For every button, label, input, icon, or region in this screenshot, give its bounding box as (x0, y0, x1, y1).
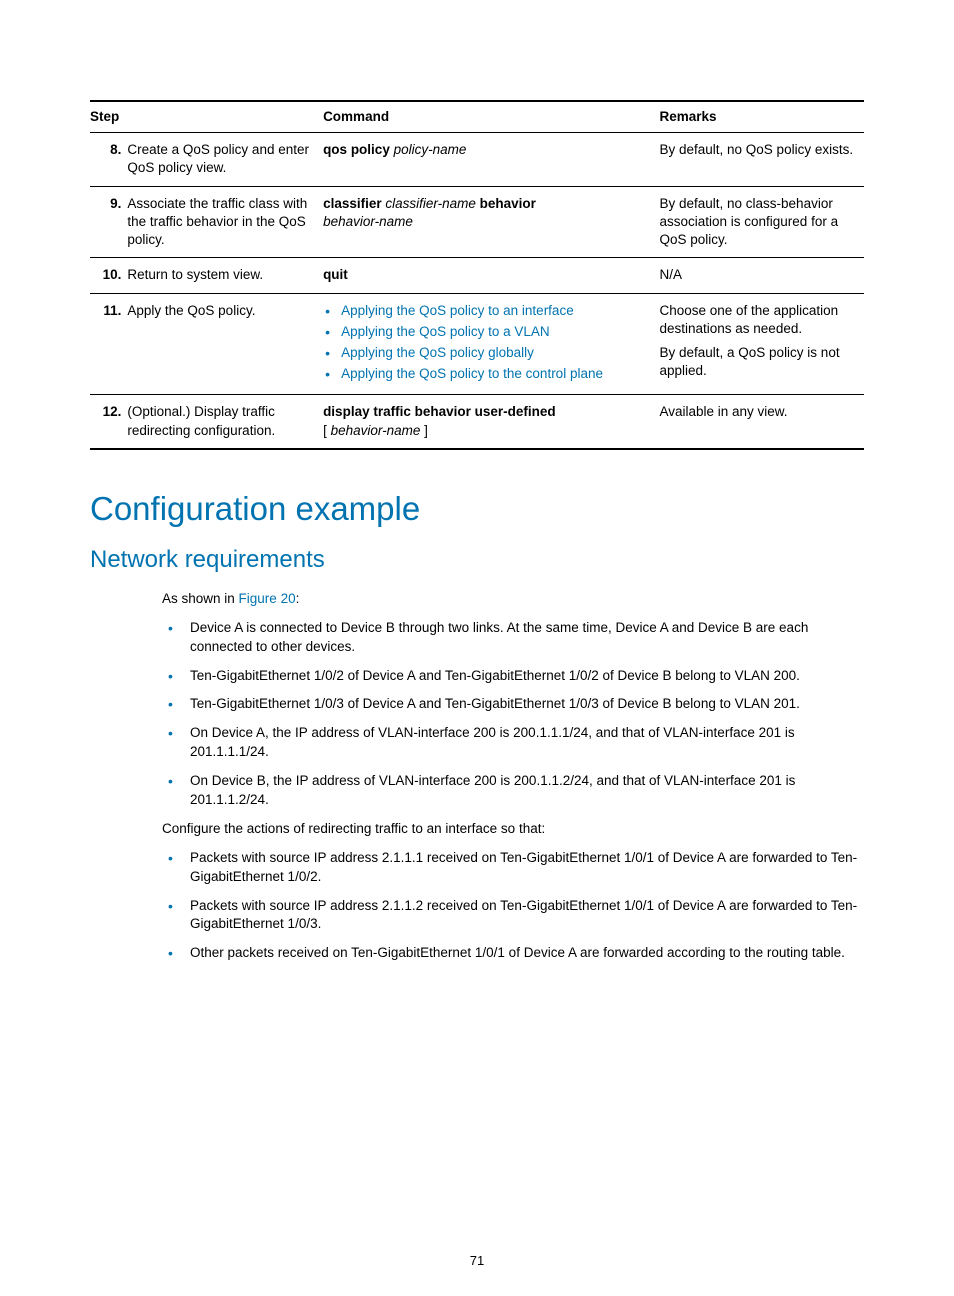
table-row: 11. Apply the QoS policy. Applying the Q… (90, 293, 864, 395)
intro-suffix: : (296, 591, 300, 606)
intro-line: As shown in Figure 20: (162, 590, 864, 609)
apply-link[interactable]: Applying the QoS policy to an interface (323, 302, 653, 320)
list-item: Packets with source IP address 2.1.1.1 r… (162, 849, 864, 887)
cmd-keyword: quit (323, 267, 348, 282)
cmd-arg: policy-name (390, 142, 467, 157)
cmd-keyword: display traffic behavior user-defined (323, 404, 556, 419)
cmd-bracket: [ (323, 423, 331, 438)
command-cell: classifier classifier-name behavior beha… (323, 186, 659, 258)
cmd-keyword: qos policy (323, 142, 390, 157)
body-text-block: As shown in Figure 20: Device A is conne… (162, 590, 864, 963)
list-item: Other packets received on Ten-GigabitEth… (162, 944, 864, 963)
mid-paragraph: Configure the actions of redirecting tra… (162, 820, 864, 839)
step-description: Associate the traffic class with the tra… (127, 186, 323, 258)
remark-text: By default, a QoS policy is not applied. (659, 344, 858, 380)
step-description: Return to system view. (127, 258, 323, 293)
step-number: 10. (90, 258, 127, 293)
command-cell: qos policy policy-name (323, 133, 659, 186)
apply-link[interactable]: Applying the QoS policy globally (323, 344, 653, 362)
cmd-bracket: ] (420, 423, 428, 438)
list-item: Ten-GigabitEthernet 1/0/2 of Device A an… (162, 667, 864, 686)
table-row: 12. (Optional.) Display traffic redirect… (90, 395, 864, 449)
list-item: On Device B, the IP address of VLAN-inte… (162, 772, 864, 810)
th-step: Step (90, 101, 323, 133)
command-table: Step Command Remarks 8. Create a QoS pol… (90, 100, 864, 450)
intro-prefix: As shown in (162, 591, 239, 606)
cmd-keyword: behavior (480, 196, 536, 211)
list-item: Device A is connected to Device B throug… (162, 619, 864, 657)
list-item: Ten-GigabitEthernet 1/0/3 of Device A an… (162, 695, 864, 714)
remarks-cell: By default, no QoS policy exists. (659, 133, 864, 186)
apply-link[interactable]: Applying the QoS policy to the control p… (323, 365, 653, 383)
heading-configuration-example: Configuration example (90, 490, 864, 528)
page-number: 71 (0, 1253, 954, 1268)
th-command: Command (323, 101, 659, 133)
step-number: 8. (90, 133, 127, 186)
page-container: Step Command Remarks 8. Create a QoS pol… (0, 0, 954, 1296)
figure-reference-link[interactable]: Figure 20 (239, 591, 296, 606)
remarks-cell: By default, no class-behavior associatio… (659, 186, 864, 258)
apply-policy-link-list: Applying the QoS policy to an interface … (323, 302, 653, 384)
step-number: 12. (90, 395, 127, 449)
cmd-keyword: classifier (323, 196, 382, 211)
step-number: 11. (90, 293, 127, 395)
th-remarks: Remarks (659, 101, 864, 133)
list-item: Packets with source IP address 2.1.1.2 r… (162, 897, 864, 935)
table-row: 10. Return to system view. quit N/A (90, 258, 864, 293)
command-cell: quit (323, 258, 659, 293)
apply-link[interactable]: Applying the QoS policy to a VLAN (323, 323, 653, 341)
remark-text: Choose one of the application destinatio… (659, 302, 858, 338)
table-row: 8. Create a QoS policy and enter QoS pol… (90, 133, 864, 186)
list-item: On Device A, the IP address of VLAN-inte… (162, 724, 864, 762)
cmd-arg: behavior-name (331, 423, 421, 438)
remarks-cell: Choose one of the application destinatio… (659, 293, 864, 395)
requirements-list-2: Packets with source IP address 2.1.1.1 r… (162, 849, 864, 963)
heading-network-requirements: Network requirements (90, 546, 864, 574)
remarks-cell: Available in any view. (659, 395, 864, 449)
command-cell: Applying the QoS policy to an interface … (323, 293, 659, 395)
step-description: (Optional.) Display traffic redirecting … (127, 395, 323, 449)
table-header-row: Step Command Remarks (90, 101, 864, 133)
step-description: Apply the QoS policy. (127, 293, 323, 395)
cmd-arg: classifier-name (382, 196, 480, 211)
step-description: Create a QoS policy and enter QoS policy… (127, 133, 323, 186)
step-number: 9. (90, 186, 127, 258)
cmd-arg: behavior-name (323, 214, 413, 229)
remarks-cell: N/A (659, 258, 864, 293)
requirements-list-1: Device A is connected to Device B throug… (162, 619, 864, 810)
command-cell: display traffic behavior user-defined [ … (323, 395, 659, 449)
table-row: 9. Associate the traffic class with the … (90, 186, 864, 258)
